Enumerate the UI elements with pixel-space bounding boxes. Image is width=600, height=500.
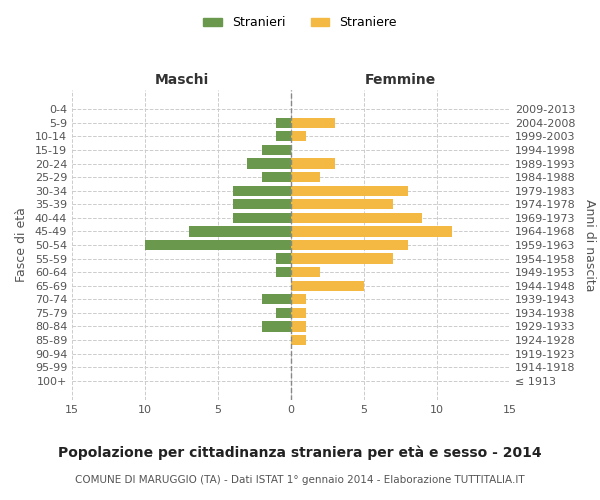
Bar [291,254,393,264]
Bar [277,118,291,128]
Text: Popolazione per cittadinanza straniera per età e sesso - 2014: Popolazione per cittadinanza straniera p… [58,445,542,460]
Text: Femmine: Femmine [365,74,436,88]
Bar [291,199,393,209]
Bar [291,240,408,250]
Bar [145,240,291,250]
Bar [277,254,291,264]
Bar [262,145,291,155]
Bar [233,199,291,209]
Bar [291,335,305,345]
Bar [277,267,291,278]
Bar [233,186,291,196]
Bar [291,158,335,168]
Bar [291,308,305,318]
Legend: Stranieri, Straniere: Stranieri, Straniere [198,11,402,34]
Bar [291,172,320,182]
Bar [291,322,305,332]
Bar [291,267,320,278]
Bar [291,212,422,223]
Bar [247,158,291,168]
Bar [277,132,291,141]
Bar [262,172,291,182]
Y-axis label: Fasce di età: Fasce di età [15,208,28,282]
Bar [291,294,305,304]
Bar [291,118,335,128]
Bar [291,226,452,236]
Bar [262,322,291,332]
Text: COMUNE DI MARUGGIO (TA) - Dati ISTAT 1° gennaio 2014 - Elaborazione TUTTITALIA.I: COMUNE DI MARUGGIO (TA) - Dati ISTAT 1° … [75,475,525,485]
Bar [233,212,291,223]
Y-axis label: Anni di nascita: Anni di nascita [583,198,596,291]
Bar [262,294,291,304]
Bar [291,186,408,196]
Bar [277,308,291,318]
Bar [189,226,291,236]
Bar [291,132,305,141]
Bar [291,280,364,291]
Text: Maschi: Maschi [154,74,209,88]
